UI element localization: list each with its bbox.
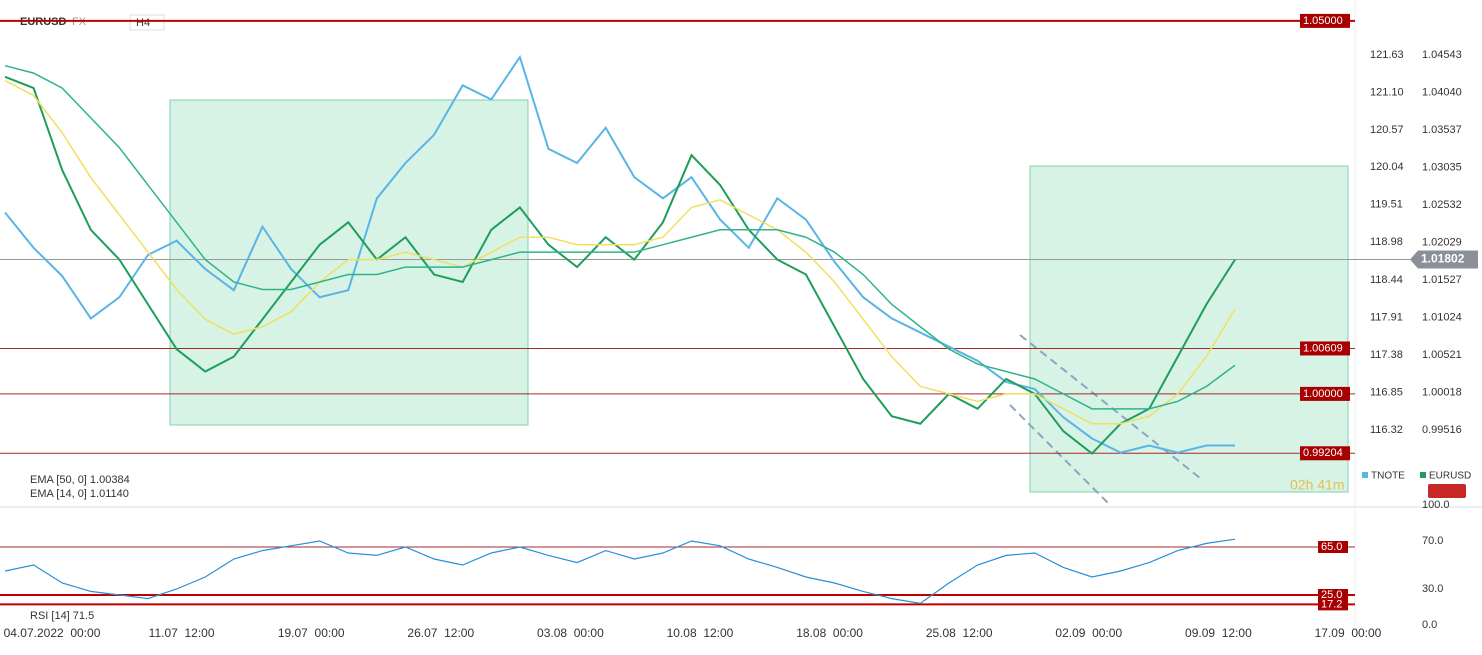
x-tick-label: 26.07 12:00 — [407, 626, 474, 640]
x-tick-label: 17.09 00:00 — [1315, 626, 1382, 640]
rsi-level-label: 17.2 — [1321, 598, 1342, 610]
tnote-tick-label: 118.98 — [1370, 236, 1403, 248]
x-tick-label: 11.07 12:00 — [149, 626, 215, 640]
rsi-tick-label: 30.0 — [1422, 583, 1443, 595]
tnote-tick-label: 121.63 — [1370, 49, 1404, 61]
rsi-level-box — [1318, 589, 1348, 601]
timer: 02h 41m — [1290, 477, 1344, 493]
eurusd-tick-label: 1.04040 — [1422, 86, 1462, 98]
rsi-line — [4, 538, 1236, 605]
rsi-tick-label: 70.0 — [1422, 535, 1443, 547]
series-line — [4, 79, 1236, 425]
eurusd-tick-label: 1.01024 — [1422, 311, 1462, 323]
x-tick-label: 10.08 12:00 — [667, 626, 734, 640]
level-box — [1300, 446, 1350, 461]
rsi-level-box — [1318, 541, 1348, 553]
eurusd-tick-label: 1.00018 — [1422, 386, 1462, 398]
indicator: EMA [50, 0] 1.00384 — [30, 474, 130, 486]
eurusd-tick-label: 1.01527 — [1422, 274, 1462, 286]
x-tick-label: 19.07 00:00 — [278, 626, 345, 640]
tnote-tick-label: 116.32 — [1370, 424, 1403, 436]
indicator: EMA [14, 0] 1.01140 — [30, 488, 129, 500]
eurusd-tick-label: 1.00521 — [1422, 349, 1462, 361]
timeframe[interactable]: H4 — [136, 17, 150, 29]
series-line — [4, 75, 1236, 455]
rsi-level-label: 65.0 — [1321, 541, 1342, 553]
rsi-label: RSI [14] 71.5 — [30, 610, 94, 622]
rsi-tick-label: 0.0 — [1422, 619, 1437, 631]
x-tick-label: 04.07.2022 00:00 — [4, 626, 101, 640]
level-box — [1300, 341, 1350, 356]
rsi-tick-label: 100.0 — [1422, 499, 1450, 511]
tnote-tick-label: 118.44 — [1370, 274, 1403, 286]
timeframe-box[interactable] — [129, 14, 165, 31]
tnote-tick-label: 119.51 — [1370, 199, 1403, 211]
legend-label: TNOTE — [1371, 471, 1405, 482]
x-tick-label: 25.08 12:00 — [926, 626, 993, 640]
header: EURUSD FX H4 — [20, 14, 165, 31]
level-box — [1300, 13, 1350, 28]
zone — [169, 99, 529, 426]
legend-swatch — [1362, 472, 1368, 478]
level-label: 1.05000 — [1303, 15, 1343, 27]
current-price-label: 1.01802 — [1421, 252, 1465, 266]
eurusd-tick-label: 1.03035 — [1422, 161, 1462, 173]
tnote-tick-label: 116.85 — [1370, 386, 1403, 398]
tnote-tick-label: 117.91 — [1370, 312, 1403, 324]
current-price-box — [1410, 250, 1478, 269]
legend-swatch — [1420, 472, 1426, 478]
tnote-tick-label: 117.38 — [1370, 349, 1403, 361]
tnote-tick-label: 120.04 — [1370, 161, 1404, 173]
legend-label: EURUSD — [1429, 471, 1471, 482]
level-label: 0.99204 — [1303, 447, 1343, 459]
rsi-level-label: 25.0 — [1321, 589, 1342, 601]
level-label: 1.00609 — [1303, 342, 1343, 354]
tnote-tick-label: 121.10 — [1370, 86, 1404, 98]
zone — [1029, 165, 1349, 493]
channel-line — [1009, 404, 1111, 506]
eurusd-tick-label: 1.02029 — [1422, 236, 1462, 248]
rsi-level-box — [1318, 598, 1348, 611]
series-line — [4, 64, 1236, 410]
level-label: 1.00000 — [1303, 388, 1343, 400]
x-tick-label: 09.09 12:00 — [1185, 626, 1252, 640]
eurusd-tick-label: 0.99516 — [1422, 424, 1462, 436]
eurusd-tick-label: 1.02532 — [1422, 199, 1462, 211]
x-tick-label: 18.08 00:00 — [796, 626, 863, 640]
x-tick-label: 02.09 00:00 — [1055, 626, 1122, 640]
eurusd-tick-label: 1.04543 — [1422, 49, 1462, 61]
series-line — [4, 54, 1235, 454]
level-box — [1300, 386, 1350, 401]
x-tick-label: 03.08 00:00 — [537, 626, 604, 640]
eurusd-tick-label: 1.03537 — [1422, 124, 1462, 136]
close-button[interactable] — [1428, 484, 1466, 498]
tnote-tick-label: 120.57 — [1370, 124, 1404, 136]
